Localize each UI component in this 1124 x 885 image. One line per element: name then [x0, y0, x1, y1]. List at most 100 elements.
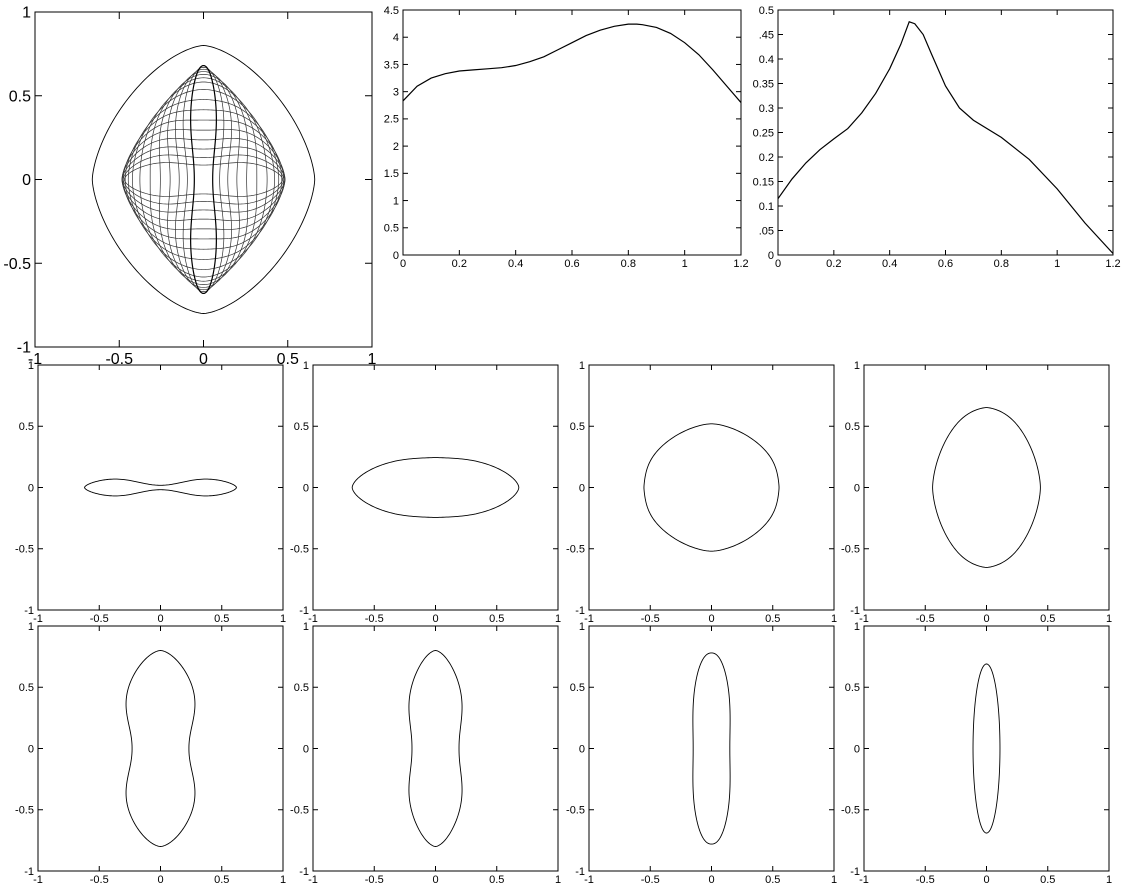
shape-3-ytick-label: -1 [575, 605, 585, 617]
curve-2-ytick-label: 0.25 [753, 127, 774, 139]
shape-6-xtick-label: 0 [432, 874, 438, 885]
overlay-xtick-label: 1 [368, 351, 377, 368]
curve-2-ytick-label: 0.15 [753, 176, 774, 188]
shape-5-xtick-label: -0.5 [90, 874, 109, 885]
shape-3-xtick-label: 1 [831, 613, 837, 625]
shape-2-ytick-label: -1 [299, 605, 309, 617]
overlay-contour-8 [127, 99, 280, 260]
shape-6-xtick-label: -1 [308, 874, 318, 885]
shape-8-panel: -1 -0.5 0 0.5 1 -1 -0.5 0 0.5 1 [841, 621, 1112, 885]
overlay-xtick-label: -0.5 [105, 351, 133, 368]
curve-1-ytick-label: 4.5 [384, 5, 399, 17]
curve-1-xtick-label: 0.6 [564, 258, 579, 270]
shape-6-axes-frame [312, 625, 559, 872]
shape-7-panel: -1 -0.5 0 0.5 1 -1 -0.5 0 0.5 1 [566, 621, 837, 885]
shape-1-xtick-label: -0.5 [90, 613, 109, 625]
overlay-ytick-label: 1 [22, 5, 31, 22]
overlay-contour-5 [121, 129, 286, 230]
shape-6-xtick-label: 1 [555, 874, 561, 885]
shape-3-xtick-label: 0 [708, 613, 714, 625]
shape-5-panel: -1 -0.5 0 0.5 1 -1 -0.5 0 0.5 1 [15, 621, 286, 885]
shape-2-xtick-label: 1 [555, 613, 561, 625]
shape-4-ytick-label: 0.5 [845, 421, 860, 433]
shape-3-xtick-label: 0.5 [765, 613, 780, 625]
shape-7-contour [692, 652, 731, 845]
overlay-xtick-label: -1 [28, 351, 42, 368]
shape-8-contour [972, 663, 1001, 834]
curve-2-xtick-label: 0.4 [882, 258, 897, 270]
curve-1-ytick-label: 3 [393, 87, 399, 99]
overlay-contour-14 [175, 68, 232, 291]
shape-1-ytick-label: -0.5 [15, 544, 34, 556]
curve-2-xtick-label: 1 [1054, 258, 1060, 270]
shape-8-xtick-label: -0.5 [916, 874, 935, 885]
shape-4-xtick-label: 0.5 [1040, 613, 1055, 625]
curve-1-xtick-label: 0 [400, 258, 406, 270]
shape-6-ytick-label: 0 [303, 743, 309, 755]
shape-7-xtick-label: -1 [584, 874, 594, 885]
shape-5-xtick-label: -1 [33, 874, 43, 885]
overlay-ytick-label: 0.5 [9, 88, 31, 105]
shape-3-panel: -1 -0.5 0 0.5 1 -1 -0.5 0 0.5 1 [566, 360, 837, 625]
overlay-panel: -1 -0.5 0 0.5 1 -1 -0.5 0 0.5 1 [3, 5, 376, 368]
curve-1-ytick-label: 1 [393, 195, 399, 207]
curve-1-xtick-label: 0.8 [621, 258, 636, 270]
shape-3-ytick-label: 0 [579, 482, 585, 494]
shape-6-panel: -1 -0.5 0 0.5 1 -1 -0.5 0 0.5 1 [290, 621, 561, 885]
shape-6-contour [408, 650, 463, 847]
shape-6-ytick-label: -1 [299, 866, 309, 878]
shape-2-ytick-label: 1 [303, 360, 309, 372]
curve-2-ytick-label: .45 [759, 29, 774, 41]
shape-5-xtick-label: 0.5 [214, 874, 229, 885]
shape-5-xtick-label: 0 [157, 874, 163, 885]
shape-7-ytick-label: -1 [575, 866, 585, 878]
curve-1-ytick-label: 4 [393, 32, 399, 44]
shape-4-xtick-label: 1 [1106, 613, 1112, 625]
shape-8-axes-frame [863, 625, 1110, 872]
shape-1-axes-frame [37, 364, 284, 611]
shape-4-panel: -1 -0.5 0 0.5 1 -1 -0.5 0 0.5 1 [841, 360, 1112, 625]
shape-1-xtick-label: -1 [33, 613, 43, 625]
shape-4-contour [932, 407, 1041, 568]
shape-5-ytick-label: -0.5 [15, 805, 34, 817]
shape-7-axes-frame [588, 625, 835, 872]
shape-4-ytick-label: 0 [854, 482, 860, 494]
overlay-axes-frame [34, 11, 373, 348]
shape-1-panel: -1 -0.5 0 0.5 1 -1 -0.5 0 0.5 1 [15, 360, 286, 625]
shape-2-panel: -1 -0.5 0 0.5 1 -1 -0.5 0 0.5 1 [290, 360, 561, 625]
curve-2-xtick-label: 0.8 [994, 258, 1009, 270]
shape-7-ytick-label: 1 [579, 621, 585, 633]
shape-6-ytick-label: 1 [303, 621, 309, 633]
overlay-contour-10 [139, 81, 268, 278]
curve-1-xtick-label: 1 [682, 258, 688, 270]
shape-2-xtick-label: -1 [308, 613, 318, 625]
shape-3-ytick-label: 1 [579, 360, 585, 372]
shape-2-ytick-label: 0 [303, 482, 309, 494]
curve-1-xtick-label: 0.4 [508, 258, 523, 270]
shape-5-xtick-label: 1 [280, 874, 286, 885]
curve-2-ytick-label: 0.5 [759, 5, 774, 17]
overlay-contour-2 [122, 154, 285, 205]
shape-5-ytick-label: -1 [24, 866, 34, 878]
overlay-contour-16 [190, 64, 217, 295]
shape-3-ytick-label: -0.5 [566, 544, 585, 556]
shape-4-ytick-label: 1 [854, 360, 860, 372]
shape-5-contour [125, 650, 196, 847]
overlay-contour-6 [122, 119, 285, 240]
overlay-contour-12 [159, 73, 248, 286]
shape-1-xtick-label: 1 [280, 613, 286, 625]
overlay-contour-4 [121, 138, 286, 221]
shape-2-ytick-label: 0.5 [294, 421, 309, 433]
shape-7-ytick-label: -0.5 [566, 805, 585, 817]
shape-1-xtick-label: 0.5 [214, 613, 229, 625]
shape-7-ytick-label: 0 [579, 743, 585, 755]
shape-2-xtick-label: -0.5 [365, 613, 384, 625]
shape-4-xtick-label: 0 [983, 613, 989, 625]
curve-1-series-line [403, 23, 741, 103]
shape-2-ytick-label: -0.5 [290, 544, 309, 556]
shape-8-ytick-label: 0.5 [845, 682, 860, 694]
shape-3-axes-frame [588, 364, 835, 611]
shape-8-xtick-label: 0.5 [1040, 874, 1055, 885]
curve-1-ytick-label: 0.5 [384, 223, 399, 235]
